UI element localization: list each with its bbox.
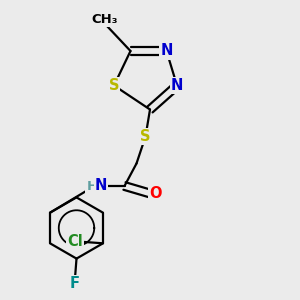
Text: H: H [86, 179, 98, 193]
Text: CH₃: CH₃ [92, 13, 118, 26]
Text: N: N [95, 178, 107, 193]
Text: N: N [171, 78, 183, 93]
Text: S: S [140, 129, 151, 144]
Text: S: S [109, 78, 119, 93]
Text: N: N [160, 44, 173, 59]
Text: F: F [70, 276, 80, 291]
Text: Cl: Cl [68, 234, 83, 249]
Text: O: O [149, 186, 162, 201]
